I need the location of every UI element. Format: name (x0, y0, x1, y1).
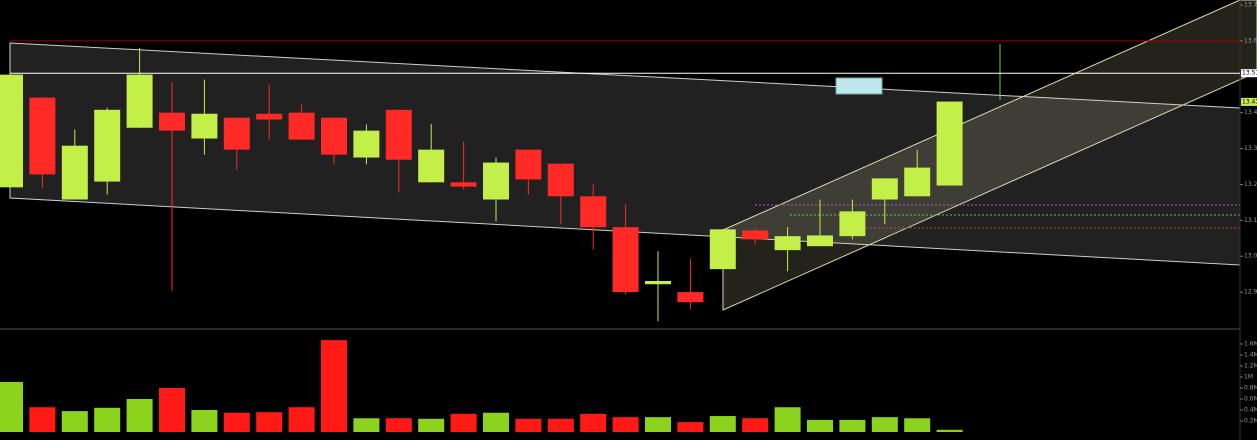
volume-bar (580, 413, 607, 432)
price-label-box (1241, 69, 1257, 78)
y-tick-label: 13.30 (1244, 145, 1257, 152)
volume-bar (807, 419, 833, 432)
candle-body (61, 145, 88, 200)
y-tick-label: 13.10 (1244, 217, 1257, 224)
volume-bar (94, 407, 121, 432)
candle-body (126, 74, 153, 128)
volume-bar (677, 422, 704, 432)
volume-bar (904, 418, 931, 432)
volume-tick-label: 0.4M (1244, 407, 1257, 414)
volume-tick-label: 0.8M (1244, 385, 1257, 392)
volume-bar (742, 418, 769, 432)
volume-bar (159, 388, 185, 432)
candle-body (223, 117, 250, 150)
volume-bar (126, 399, 153, 432)
candle-body (709, 229, 736, 270)
volume-bar (29, 407, 56, 432)
volume-bar (385, 418, 412, 432)
price-label: 13.51 (1242, 70, 1257, 77)
volume-tick-label: 1M (1244, 374, 1253, 381)
candle-body (0, 74, 23, 188)
volume-tick-label: 0.6M (1244, 396, 1257, 403)
volume-bar (936, 429, 963, 432)
y-tick-label: 13.60 (1244, 37, 1257, 44)
volume-bar (515, 418, 542, 432)
volume-bar (191, 410, 218, 432)
candle-body (94, 109, 121, 182)
volume-tick-label: 0.2M (1244, 418, 1257, 425)
candle-body (904, 167, 931, 197)
y-tick-label: 13.70 (1244, 2, 1257, 9)
candle-body (483, 162, 509, 200)
candle-body (29, 97, 56, 175)
candle-body (839, 211, 866, 237)
volume-tick-label: 1.2M (1244, 363, 1257, 370)
volume-bar (288, 407, 315, 432)
volume-bar (709, 416, 736, 432)
volume-tick-label: 1.6M (1244, 341, 1257, 348)
candle-body (742, 230, 769, 240)
candle-body (353, 130, 380, 158)
volume-bar (0, 381, 23, 432)
volume-bar (483, 412, 509, 432)
volume-bar (612, 417, 639, 432)
volume-bar (774, 407, 801, 432)
volume-bar (450, 413, 477, 432)
tooltip (835, 77, 883, 95)
y-tick-label: 13.00 (1244, 253, 1257, 260)
volume-bar (353, 418, 380, 432)
volume-bar (321, 340, 347, 432)
volume-bar (871, 417, 898, 432)
volume-bar (256, 412, 283, 432)
volume-bar (547, 418, 574, 432)
candle-body (936, 101, 963, 186)
volume-bar (645, 417, 671, 432)
candle-body (580, 196, 607, 228)
price-label: 13.43 (1242, 98, 1257, 105)
candle-body (321, 117, 347, 155)
candle-body (418, 149, 445, 183)
volume-bar (223, 412, 250, 432)
volume-tick-label: 1.4M (1244, 352, 1257, 359)
candle-body (677, 292, 704, 303)
volume-bar (418, 418, 445, 432)
volume-bar (61, 411, 88, 432)
volume-bar (839, 419, 866, 432)
candle-body (612, 227, 639, 293)
candle-body (515, 149, 542, 180)
candle-body (871, 178, 898, 200)
candle-body (385, 109, 412, 160)
candle-body (450, 182, 477, 187)
candle-body (547, 163, 574, 197)
y-tick-label: 13.20 (1244, 181, 1257, 188)
candle-body (288, 112, 315, 140)
candle-body (807, 235, 833, 247)
candle-body (159, 112, 185, 131)
candle-body (645, 280, 671, 285)
y-tick-label: 13.40 (1244, 109, 1257, 116)
candle-body (256, 113, 283, 120)
candle-body (774, 236, 801, 251)
candle-body (191, 113, 218, 139)
price-label-box (1241, 97, 1257, 106)
y-tick-label: 12.90 (1244, 289, 1257, 296)
